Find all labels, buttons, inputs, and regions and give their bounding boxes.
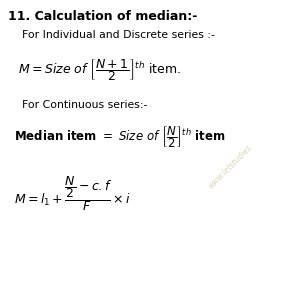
Text: $M = l_1 + \dfrac{\dfrac{N}{2} - c.f}{F} \times i$: $M = l_1 + \dfrac{\dfrac{N}{2} - c.f}{F}… bbox=[14, 174, 131, 213]
Text: $\mathbf{Median\ item}\ =\ \mathit{Size\ of}\ \left[\dfrac{N}{2}\right]^{th}\ \m: $\mathbf{Median\ item}\ =\ \mathit{Size\… bbox=[14, 124, 225, 150]
Text: For Continuous series:-: For Continuous series:- bbox=[22, 100, 147, 110]
Text: $M = \mathit{Size\ of}\ \left[\dfrac{N+1}{2}\right]^{th}\ \mathrm{item.}$: $M = \mathit{Size\ of}\ \left[\dfrac{N+1… bbox=[18, 57, 181, 83]
Text: 11. Calculation of median:-: 11. Calculation of median:- bbox=[8, 10, 198, 23]
Text: For Individual and Discrete series :-: For Individual and Discrete series :- bbox=[22, 30, 215, 40]
Text: www.letstudies: www.letstudies bbox=[206, 143, 254, 191]
